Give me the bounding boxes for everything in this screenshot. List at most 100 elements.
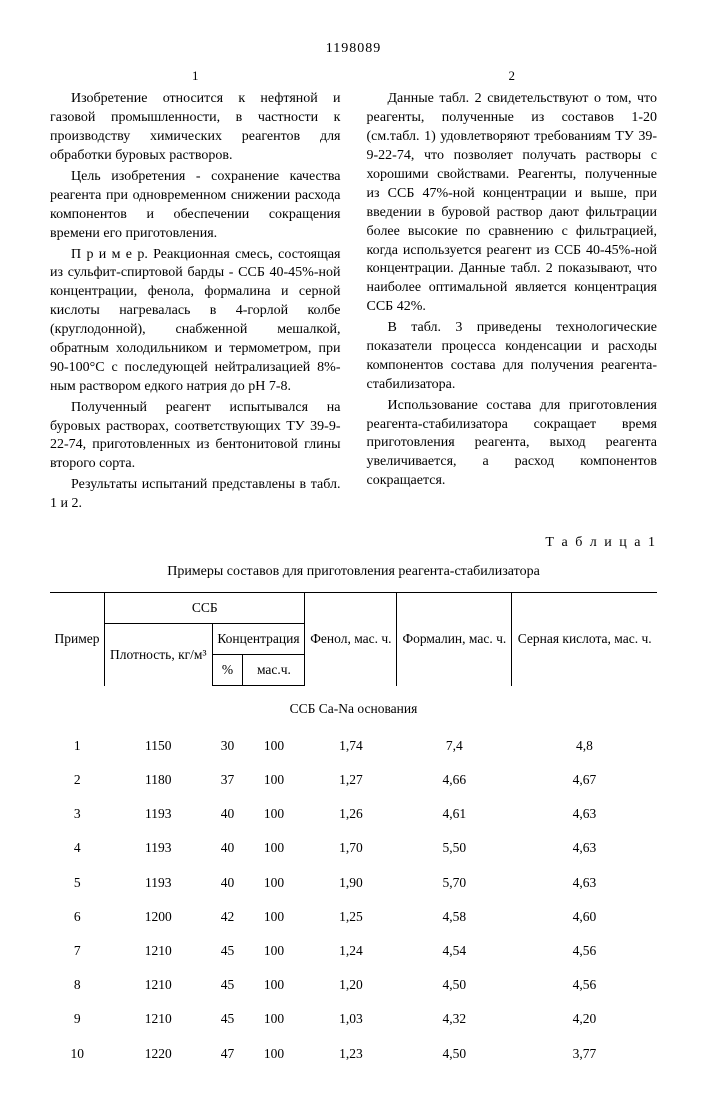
col-sernaya: Серная кислота, мас. ч. (512, 592, 657, 686)
subheader-row: ССБ Ca-Na основания (50, 686, 657, 729)
table-cell: 4,8 (512, 729, 657, 763)
col-primer: Пример (50, 592, 105, 686)
col-formalin: Формалин, мас. ч. (397, 592, 512, 686)
paragraph: В табл. 3 приведены технологические пока… (367, 319, 658, 395)
table-cell: 2 (50, 763, 105, 797)
table-cell: 4,61 (397, 797, 512, 831)
table-cell: 4,50 (397, 968, 512, 1002)
table-cell: 3 (50, 797, 105, 831)
table-cell: 47 (212, 1037, 243, 1071)
table-row: 101220471001,234,503,77 (50, 1037, 657, 1071)
table-cell: 40 (212, 797, 243, 831)
table-cell: 4,56 (512, 934, 657, 968)
table-row: 81210451001,204,504,56 (50, 968, 657, 1002)
table-cell: 1,23 (305, 1037, 397, 1071)
paragraph: Полученный реагент испытывался на буровы… (50, 399, 341, 475)
table-cell: 1 (50, 729, 105, 763)
table-cell: 100 (243, 866, 305, 900)
table-cell: 1,03 (305, 1002, 397, 1036)
table-row: 11150301001,747,44,8 (50, 729, 657, 763)
table-row: 61200421001,254,584,60 (50, 900, 657, 934)
col-konc: Концентрация (212, 624, 305, 655)
table-row: 41193401001,705,504,63 (50, 831, 657, 865)
table-cell: 45 (212, 1002, 243, 1036)
table-cell: 1220 (105, 1037, 212, 1071)
table-cell: 4 (50, 831, 105, 865)
table-cell: 4,20 (512, 1002, 657, 1036)
table-cell: 4,67 (512, 763, 657, 797)
table-cell: 1150 (105, 729, 212, 763)
table-label: Т а б л и ц а 1 (50, 534, 657, 553)
paragraph: Результаты испытаний представлены в табл… (50, 476, 341, 514)
left-col-number: 1 (50, 67, 341, 85)
table-cell: 100 (243, 797, 305, 831)
table-cell: 7 (50, 934, 105, 968)
paragraph: Данные табл. 2 свидетельствуют о том, чт… (367, 90, 658, 317)
table-cell: 1,24 (305, 934, 397, 968)
paragraph: Использование состава для приготовления … (367, 397, 658, 491)
table-cell: 4,63 (512, 797, 657, 831)
table-cell: 1193 (105, 797, 212, 831)
table-cell: 42 (212, 900, 243, 934)
col-plotnost: Плотность, кг/м³ (105, 624, 212, 686)
table-cell: 37 (212, 763, 243, 797)
table-cell: 40 (212, 831, 243, 865)
table-cell: 1,25 (305, 900, 397, 934)
table-cell: 100 (243, 900, 305, 934)
table-cell: 4,50 (397, 1037, 512, 1071)
table-cell: 100 (243, 729, 305, 763)
table-cell: 1210 (105, 934, 212, 968)
table-cell: 4,58 (397, 900, 512, 934)
table-cell: 1210 (105, 1002, 212, 1036)
table-cell: 1,90 (305, 866, 397, 900)
table-cell: 5,50 (397, 831, 512, 865)
table-cell: 6 (50, 900, 105, 934)
table-cell: 1193 (105, 831, 212, 865)
table-caption: Примеры составов для приготовления реаге… (50, 563, 657, 582)
table-cell: 4,56 (512, 968, 657, 1002)
table-cell: 1193 (105, 866, 212, 900)
table-cell: 1,26 (305, 797, 397, 831)
table-row: 91210451001,034,324,20 (50, 1002, 657, 1036)
table-body: ССБ Ca-Na основания 11150301001,747,44,8… (50, 686, 657, 1071)
table-row: 51193401001,905,704,63 (50, 866, 657, 900)
paragraph: Изобретение относится к нефтяной и газов… (50, 90, 341, 166)
table-cell: 45 (212, 934, 243, 968)
col-konc-pct: % (212, 655, 243, 686)
col-ssb: ССБ (105, 592, 305, 623)
col-konc-mas: мас.ч. (243, 655, 305, 686)
document-number: 1198089 (50, 40, 657, 59)
table-cell: 1,20 (305, 968, 397, 1002)
table-cell: 4,54 (397, 934, 512, 968)
table-cell: 100 (243, 968, 305, 1002)
table-cell: 1180 (105, 763, 212, 797)
table-row: 31193401001,264,614,63 (50, 797, 657, 831)
table-cell: 1,70 (305, 831, 397, 865)
table-cell: 100 (243, 831, 305, 865)
table-cell: 1,74 (305, 729, 397, 763)
table-cell: 45 (212, 968, 243, 1002)
table-row: 21180371001,274,664,67 (50, 763, 657, 797)
data-table: Пример ССБ Фенол, мас. ч. Формалин, мас.… (50, 592, 657, 1071)
table-cell: 4,63 (512, 831, 657, 865)
paragraph: П р и м е р. Реакционная смесь, состояща… (50, 246, 341, 397)
table-cell: 4,60 (512, 900, 657, 934)
table-cell: 30 (212, 729, 243, 763)
table-cell: 4,66 (397, 763, 512, 797)
table-row: 71210451001,244,544,56 (50, 934, 657, 968)
right-column: 2 Данные табл. 2 свидетельствуют о том, … (367, 67, 658, 516)
table-cell: 100 (243, 763, 305, 797)
table-cell: 7,4 (397, 729, 512, 763)
col-fenol: Фенол, мас. ч. (305, 592, 397, 686)
table-cell: 3,77 (512, 1037, 657, 1071)
table-cell: 1,27 (305, 763, 397, 797)
table-cell: 100 (243, 1037, 305, 1071)
table-cell: 1200 (105, 900, 212, 934)
table-cell: 40 (212, 866, 243, 900)
table-cell: 10 (50, 1037, 105, 1071)
table-cell: 5,70 (397, 866, 512, 900)
left-column: 1 Изобретение относится к нефтяной и газ… (50, 67, 341, 516)
table-cell: 100 (243, 934, 305, 968)
table-cell: 100 (243, 1002, 305, 1036)
table-cell: 8 (50, 968, 105, 1002)
